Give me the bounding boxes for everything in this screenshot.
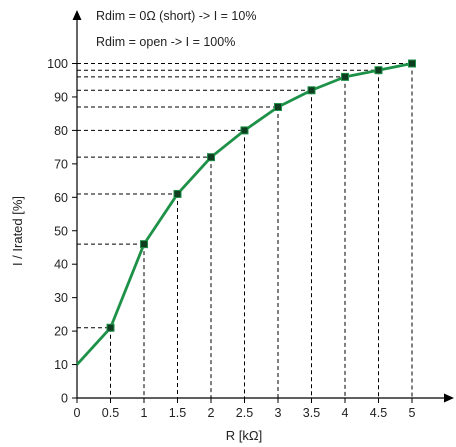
y-tick-label: 100: [47, 57, 68, 71]
y-tick-label: 50: [54, 224, 68, 238]
y-tick-label: 70: [54, 157, 68, 171]
y-tick-label: 0: [61, 392, 68, 406]
data-point: [207, 153, 215, 162]
x-tick-label: 3: [275, 406, 282, 420]
y-tick-label: 40: [54, 258, 68, 272]
y-tick-label: 80: [54, 124, 68, 138]
data-point: [140, 240, 148, 249]
x-tick-label: 2.5: [236, 406, 253, 420]
y-tick-label: 60: [54, 191, 68, 205]
annotation-short: Rdim = 0Ω (short) -> I = 10%: [96, 9, 256, 23]
y-axis-title: I / Irated [%]: [10, 196, 25, 266]
data-point: [374, 66, 383, 75]
data-point: [240, 126, 249, 135]
data-point: [106, 323, 115, 332]
x-tick-label: 4.5: [370, 406, 387, 420]
x-tick-label: 1: [141, 406, 148, 420]
x-axis-title: R [kΩ]: [226, 428, 262, 443]
y-axis-arrow: [72, 10, 82, 20]
y-tick-label: 90: [54, 90, 68, 104]
x-tick-label: 3.5: [303, 406, 320, 420]
x-tick-label: 4: [342, 406, 349, 420]
data-point: [173, 189, 182, 198]
y-tick-label: 30: [54, 291, 68, 305]
x-tick-label: 2: [208, 406, 215, 420]
annotation-open: Rdim = open -> I = 100%: [96, 35, 235, 49]
x-axis-arrow: [444, 393, 454, 403]
guide-lines: [77, 63, 413, 398]
data-point: [341, 72, 349, 81]
ticks: 0 0.5 1 1.5 2 2.5 3 3.5 4 4.5 50102030405060708090…: [47, 57, 415, 420]
x-tick-label: 1.5: [169, 406, 186, 420]
y-tick-label: 10: [54, 358, 68, 372]
series-line: [75, 62, 413, 366]
x-tick-label: 0: [74, 406, 81, 420]
y-tick-label: 20: [54, 325, 68, 339]
x-tick-label: 0.5: [102, 406, 119, 420]
data-point: [274, 102, 282, 111]
series: [75, 59, 416, 366]
data-point: [408, 59, 416, 68]
axes: [72, 10, 454, 403]
data-point: [307, 86, 316, 95]
x-tick-label: 5: [409, 406, 416, 420]
